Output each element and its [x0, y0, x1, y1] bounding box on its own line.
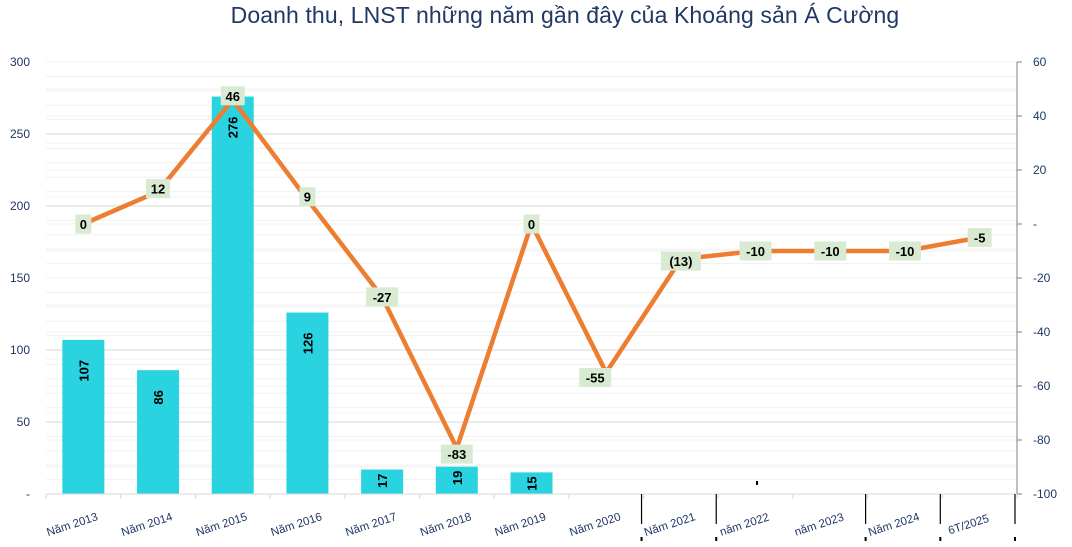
revenue-bar — [286, 312, 329, 494]
right-axis-tick: 20 — [1033, 163, 1047, 177]
profit-label: -10 — [821, 244, 840, 259]
x-axis-label: Năm 2013 — [45, 511, 99, 539]
revenue-bar-label: 15 — [525, 476, 540, 490]
profit-label: 0 — [80, 217, 87, 232]
revenue-bar — [211, 96, 254, 494]
x-axis-label: Năm 2016 — [269, 511, 323, 539]
profit-label: 46 — [225, 89, 239, 104]
left-axis-tick: 250 — [10, 127, 30, 141]
right-axis-tick: -20 — [1033, 271, 1051, 285]
revenue-bar — [435, 466, 478, 494]
profit-label-box — [220, 86, 245, 106]
right-axis-tick: 40 — [1033, 109, 1047, 123]
profit-label-box — [146, 179, 171, 199]
profit-label-box — [299, 187, 316, 207]
left-axis-tick: 150 — [10, 271, 30, 285]
revenue-bar — [361, 469, 404, 494]
profit-label-box — [366, 287, 399, 307]
profit-label: -55 — [586, 371, 605, 386]
profit-label: 12 — [151, 182, 165, 197]
revenue-bar-label: 86 — [151, 390, 166, 404]
profit-label-box — [814, 241, 847, 261]
x-axis-label: Năm 2019 — [493, 511, 547, 539]
left-axis-tick: 50 — [17, 415, 31, 429]
profit-label-box — [523, 214, 540, 234]
x-axis-label: 6T/2025 — [947, 513, 991, 537]
left-axis-tick: - — [26, 487, 30, 501]
x-axis-label: Năm 2014 — [120, 511, 175, 539]
x-axis-label: Năm 2017 — [344, 511, 398, 539]
right-axis-tick: -40 — [1033, 325, 1051, 339]
profit-label-box — [579, 368, 612, 387]
x-axis-label: Năm 2015 — [195, 511, 249, 539]
profit-label: -5 — [974, 231, 986, 246]
x-axis-label: Năm 2024 — [867, 511, 922, 539]
revenue-bar-label: 107 — [76, 360, 91, 382]
x-axis-label: Năm 2020 — [568, 511, 622, 539]
profit-label: 0 — [528, 217, 535, 232]
profit-label: -83 — [447, 447, 466, 462]
profit-label-box — [660, 251, 701, 271]
left-axis-tick: 100 — [10, 343, 30, 357]
right-axis-tick: 60 — [1033, 55, 1047, 69]
profit-label: -27 — [373, 290, 392, 305]
data-labels: 107 86 276 126 17 19 15 0 12 46 9 -27 -83 0 -55 (13) -10… — [75, 86, 992, 491]
profit-label: -10 — [746, 244, 765, 259]
right-axis-tick: - — [1033, 217, 1037, 231]
x-axis-label: Năm 2021 — [643, 511, 697, 539]
right-axis-tick: -80 — [1033, 433, 1051, 447]
revenue-bars — [62, 96, 553, 494]
profit-label-box — [739, 241, 772, 261]
revenue-bar — [62, 339, 105, 494]
revenue-bar-label: 126 — [300, 333, 315, 355]
right-axis-tick: -100 — [1033, 487, 1057, 501]
revenue-bar-label: 276 — [226, 117, 241, 139]
x-axis-label: Năm 2018 — [419, 511, 473, 539]
profit-label: -10 — [896, 244, 915, 259]
profit-label-box — [967, 228, 992, 247]
revenue-bar-label: 19 — [450, 471, 465, 485]
profit-label-box — [75, 214, 92, 234]
revenue-bar-label: 17 — [375, 474, 390, 488]
left-axis-tick: 300 — [10, 55, 30, 69]
revenue-bar — [137, 370, 180, 494]
profit-label-box — [440, 444, 473, 464]
chart-title: Doanh thu, LNST những năm gần đây của Kh… — [230, 2, 900, 28]
profit-label: (13) — [669, 254, 692, 269]
left-axis-tick: 200 — [10, 199, 30, 213]
profit-label: 9 — [304, 190, 311, 205]
gridlines — [46, 61, 1017, 495]
profit-label-box — [888, 241, 921, 261]
right-axis-tick: -60 — [1033, 379, 1051, 393]
x-axis-label: năm 2022 — [718, 512, 770, 539]
x-axis-label: năm 2023 — [793, 512, 845, 539]
revenue-bar — [510, 472, 553, 494]
